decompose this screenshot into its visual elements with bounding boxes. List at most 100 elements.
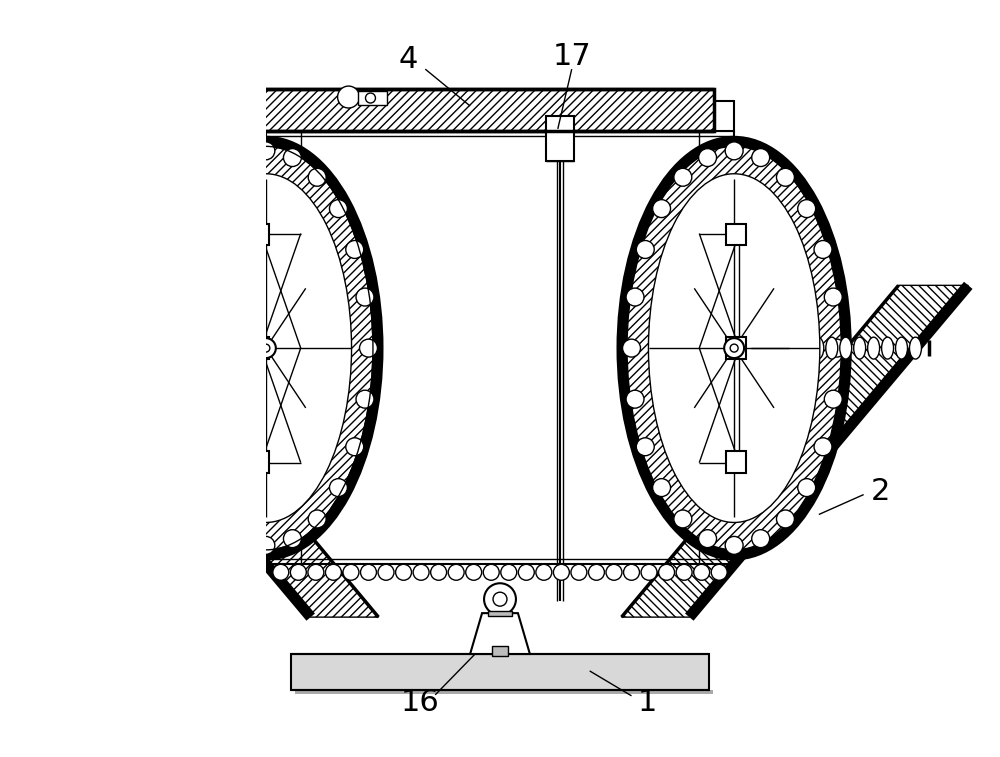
Bar xyxy=(291,654,709,690)
Ellipse shape xyxy=(120,337,132,359)
Circle shape xyxy=(283,148,301,167)
Ellipse shape xyxy=(854,337,866,359)
Circle shape xyxy=(396,564,412,581)
Ellipse shape xyxy=(648,174,820,522)
Circle shape xyxy=(256,338,276,358)
Circle shape xyxy=(776,168,794,186)
Circle shape xyxy=(588,564,604,581)
Circle shape xyxy=(206,510,224,528)
Circle shape xyxy=(308,564,324,581)
Bar xyxy=(488,611,512,616)
Circle shape xyxy=(168,438,186,456)
Ellipse shape xyxy=(896,337,907,359)
Ellipse shape xyxy=(93,337,104,359)
Circle shape xyxy=(676,564,692,581)
Circle shape xyxy=(483,564,499,581)
Circle shape xyxy=(674,510,692,528)
Circle shape xyxy=(413,564,429,581)
Circle shape xyxy=(283,530,301,547)
Circle shape xyxy=(230,148,248,167)
Circle shape xyxy=(653,478,671,497)
Bar xyxy=(726,337,746,359)
Polygon shape xyxy=(32,285,378,617)
Circle shape xyxy=(338,86,360,108)
Circle shape xyxy=(168,241,186,258)
Circle shape xyxy=(290,564,306,581)
Circle shape xyxy=(694,564,710,581)
Polygon shape xyxy=(295,690,713,694)
Circle shape xyxy=(626,288,644,306)
Ellipse shape xyxy=(159,146,373,550)
Circle shape xyxy=(518,564,534,581)
Ellipse shape xyxy=(840,337,852,359)
Circle shape xyxy=(431,564,447,581)
Bar xyxy=(546,116,574,160)
Circle shape xyxy=(273,564,289,581)
Circle shape xyxy=(699,530,717,547)
Ellipse shape xyxy=(868,337,880,359)
Polygon shape xyxy=(470,613,530,654)
Circle shape xyxy=(674,168,692,186)
Text: 2: 2 xyxy=(871,477,890,506)
Text: 17: 17 xyxy=(552,42,591,70)
Circle shape xyxy=(798,200,816,217)
Circle shape xyxy=(828,339,846,357)
Circle shape xyxy=(724,338,744,358)
Ellipse shape xyxy=(176,337,188,359)
Ellipse shape xyxy=(798,337,810,359)
Circle shape xyxy=(262,344,270,352)
Bar xyxy=(492,646,508,656)
Circle shape xyxy=(730,344,738,352)
Circle shape xyxy=(776,510,794,528)
Circle shape xyxy=(361,564,376,581)
Circle shape xyxy=(230,530,248,547)
Circle shape xyxy=(814,438,832,456)
Circle shape xyxy=(626,390,644,408)
Circle shape xyxy=(360,339,377,357)
Text: 4: 4 xyxy=(399,45,418,73)
Circle shape xyxy=(798,478,816,497)
Ellipse shape xyxy=(79,337,91,359)
Circle shape xyxy=(356,390,374,408)
Circle shape xyxy=(553,564,569,581)
Bar xyxy=(2,2,266,755)
Circle shape xyxy=(365,93,375,103)
Circle shape xyxy=(699,148,717,167)
Bar xyxy=(266,101,296,131)
Circle shape xyxy=(814,241,832,258)
Circle shape xyxy=(536,564,552,581)
Circle shape xyxy=(725,142,743,160)
Circle shape xyxy=(636,241,654,258)
Polygon shape xyxy=(622,285,968,617)
Circle shape xyxy=(624,564,639,581)
Bar xyxy=(249,337,269,359)
Circle shape xyxy=(466,564,482,581)
Ellipse shape xyxy=(909,337,921,359)
Circle shape xyxy=(571,564,587,581)
Circle shape xyxy=(356,288,374,306)
Circle shape xyxy=(158,390,176,408)
Ellipse shape xyxy=(812,337,824,359)
Circle shape xyxy=(184,478,202,497)
Ellipse shape xyxy=(627,146,841,550)
Circle shape xyxy=(636,438,654,456)
Circle shape xyxy=(184,200,202,217)
Circle shape xyxy=(206,168,224,186)
Circle shape xyxy=(343,564,359,581)
Circle shape xyxy=(448,564,464,581)
Ellipse shape xyxy=(134,337,146,359)
Ellipse shape xyxy=(826,337,838,359)
Circle shape xyxy=(308,510,326,528)
Circle shape xyxy=(606,564,622,581)
Circle shape xyxy=(653,200,671,217)
Circle shape xyxy=(329,200,347,217)
Text: 1: 1 xyxy=(638,688,657,718)
Circle shape xyxy=(154,339,172,357)
Circle shape xyxy=(623,339,640,357)
Circle shape xyxy=(752,148,770,167)
Circle shape xyxy=(484,583,516,615)
Circle shape xyxy=(329,478,347,497)
Ellipse shape xyxy=(190,337,202,359)
Bar xyxy=(726,450,746,472)
Bar xyxy=(704,101,734,131)
